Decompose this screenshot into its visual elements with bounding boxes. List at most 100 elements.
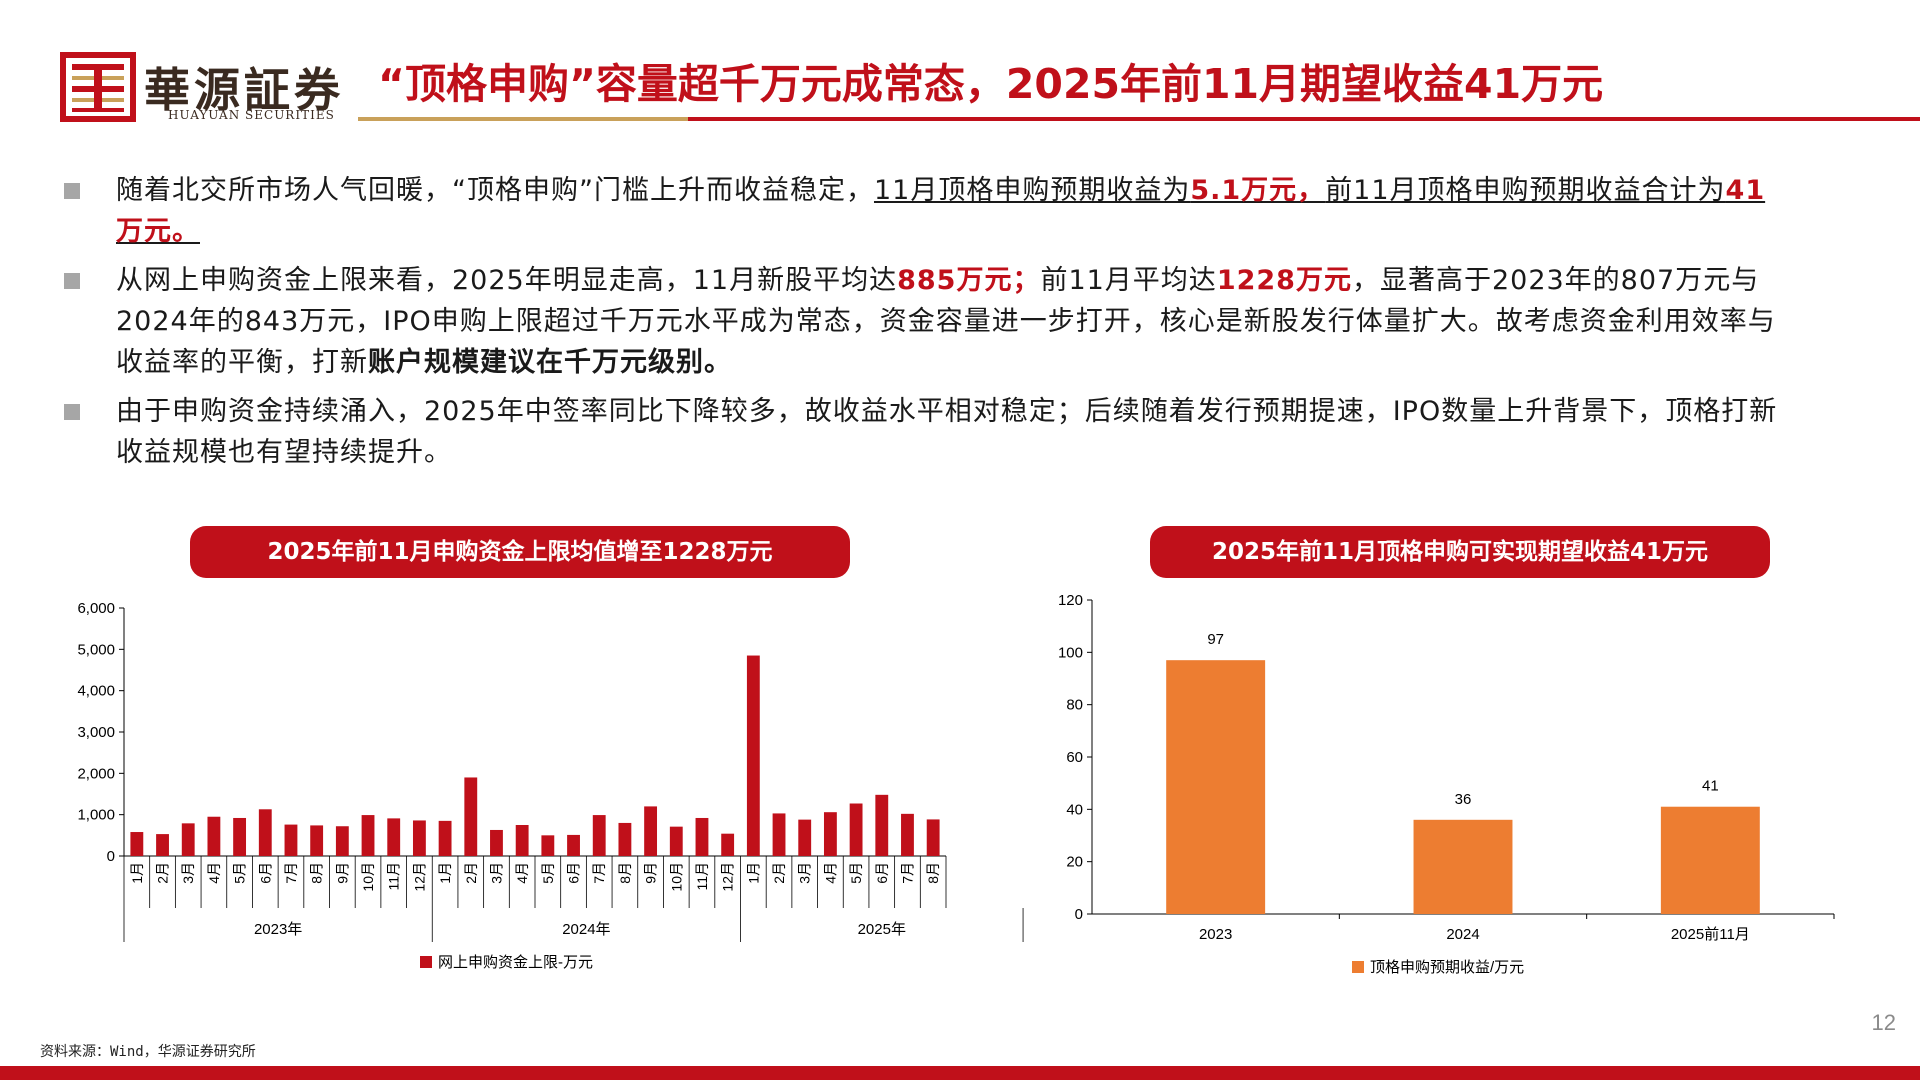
x-tick-label: 4月 (514, 862, 530, 884)
bar (823, 812, 837, 856)
bullet1-text: 随着北交所市场人气回暖，“顶格申购”门槛上升而收益稳定， (116, 175, 874, 206)
footer-bar (0, 1066, 1920, 1080)
bar (875, 794, 889, 856)
bullet2-text-2: 前11月平均达 (1040, 265, 1217, 296)
logo-mark-icon (60, 52, 136, 122)
bar (592, 815, 606, 856)
bar (541, 835, 555, 856)
bar (515, 825, 529, 856)
bar (798, 819, 812, 856)
x-tick-label: 9月 (643, 862, 659, 884)
x-tick-label: 3月 (180, 862, 196, 884)
legend-label: 网上申购资金上限-万元 (438, 954, 593, 971)
bullet1-highlight-2: 41万元。 (116, 175, 1766, 247)
y-tick-label: 80 (1066, 697, 1083, 714)
bullet-square-icon (64, 404, 80, 420)
bar (901, 813, 914, 856)
bullet1-highlight-1: 5.1万元， (1190, 175, 1326, 206)
x-tick-label: 12月 (411, 862, 427, 892)
data-label: 97 (1207, 631, 1224, 648)
y-tick-label: 120 (1058, 592, 1083, 609)
legend-label: 顶格申购预期收益/万元 (1370, 959, 1524, 976)
bar (258, 809, 272, 856)
left-chart-banner: 2025年前11月申购资金上限均值增至1228万元 (190, 526, 850, 578)
company-logo: 華源証券 HUAYUAN SECURITIES (60, 48, 360, 128)
x-tick-label: 4月 (822, 862, 838, 884)
bar (207, 816, 221, 856)
y-tick-label: 100 (1058, 644, 1083, 661)
bar (772, 813, 786, 856)
bar (464, 777, 478, 856)
bar (849, 803, 863, 856)
bar (669, 826, 683, 856)
page-number: 12 (1871, 1010, 1896, 1035)
bar (567, 834, 580, 856)
x-tick-label: 11月 (694, 862, 710, 891)
bar (721, 833, 735, 856)
data-label: 36 (1455, 791, 1472, 808)
y-tick-label: 40 (1066, 801, 1083, 818)
bullet-list: 随着北交所市场人气回暖，“顶格申购”门槛上升而收益稳定，11月顶格申购预期收益为… (62, 170, 1782, 481)
y-tick-label: 3,000 (77, 724, 115, 741)
y-tick-label: 60 (1066, 749, 1083, 766)
x-tick-label: 6月 (566, 862, 582, 884)
bar (438, 820, 452, 856)
source-note: 资料来源：Wind，华源证券研究所 (40, 1044, 256, 1060)
x-tick-label: 11月 (386, 862, 402, 891)
header-rule-gold (358, 117, 688, 121)
x-tick-label: 1月 (129, 862, 145, 884)
x-tick-label: 7月 (591, 862, 607, 884)
x-tick-label: 2月 (155, 862, 171, 884)
bar (644, 806, 658, 856)
y-tick-label: 0 (1075, 906, 1083, 923)
group-label: 2024年 (562, 921, 610, 938)
x-tick-label: 2月 (771, 862, 787, 884)
bullet1-underline-text-1: 11月顶格申购预期收益为 (873, 175, 1191, 206)
x-tick-label: 8月 (925, 862, 941, 884)
bar (618, 822, 632, 856)
bar (387, 818, 401, 856)
bullet1-underline-text-2: 前11月顶格申购预期收益合计为 (1325, 175, 1726, 206)
bar (1413, 819, 1513, 914)
bar (335, 826, 349, 856)
bar (746, 655, 760, 856)
bar (233, 817, 247, 856)
bullet-item-1: 随着北交所市场人气回暖，“顶格申购”门槛上升而收益稳定，11月顶格申购预期收益为… (62, 170, 1782, 252)
bullet1-underlined: 11月顶格申购预期收益为5.1万元，前11月顶格申购预期收益合计为41万元。 (116, 175, 1765, 247)
legend-swatch (420, 956, 432, 968)
x-tick-label: 5月 (232, 862, 248, 884)
bullet2-text-3: ，显著高于2023年的807万元与2024年的843万元，IPO申购上限超过千万… (116, 265, 1776, 378)
logo-chinese-text: 華源証券 (144, 63, 344, 117)
x-tick-label: 2025前11月 (1671, 926, 1750, 943)
x-tick-label: 12月 (720, 862, 736, 892)
x-tick-label: 2023 (1199, 926, 1232, 943)
right-bar-chart: 0 20 40 60 80 100 120 97 2023 36 2024 41 2025前11月顶格申… (1058, 592, 1835, 976)
bar (284, 824, 298, 856)
group-label: 2025年 (858, 921, 906, 938)
x-tick-label: 9月 (334, 862, 350, 884)
bullet2-text-1: 从网上申购资金上限来看，2025年明显走高，11月新股平均达 (116, 265, 898, 296)
logo-english-text: HUAYUAN SECURITIES (168, 108, 335, 122)
bar (181, 823, 195, 856)
y-tick-label: 2,000 (77, 765, 115, 782)
header-rule-red (688, 117, 1920, 121)
x-tick-label: 10月 (668, 862, 684, 892)
y-tick-label: 1,000 (77, 807, 115, 824)
x-tick-label: 8月 (309, 862, 325, 884)
x-tick-label: 4月 (206, 862, 222, 884)
y-tick-label: 6,000 (77, 600, 115, 617)
y-tick-label: 20 (1066, 854, 1083, 871)
y-tick-label: 5,000 (77, 641, 115, 658)
x-tick-label: 7月 (283, 862, 299, 884)
x-tick-label: 7月 (899, 862, 915, 884)
left-bar-chart: 0 1,000 2,000 3,000 4,000 5,000 6,000 1月 2月 3月 4月 5… (77, 600, 1024, 971)
group-label: 2023年 (254, 921, 302, 938)
x-tick-label: 2024 (1446, 926, 1479, 943)
x-tick-label: 2月 (463, 862, 479, 884)
bar (1660, 806, 1760, 914)
bullet3-text: 由于申购资金持续涌入，2025年中签率同比下降较多，故收益水平相对稳定；后续随着… (116, 396, 1778, 468)
x-tick-label: 3月 (488, 862, 504, 884)
bar (695, 817, 709, 856)
x-tick-label: 3月 (797, 862, 813, 884)
